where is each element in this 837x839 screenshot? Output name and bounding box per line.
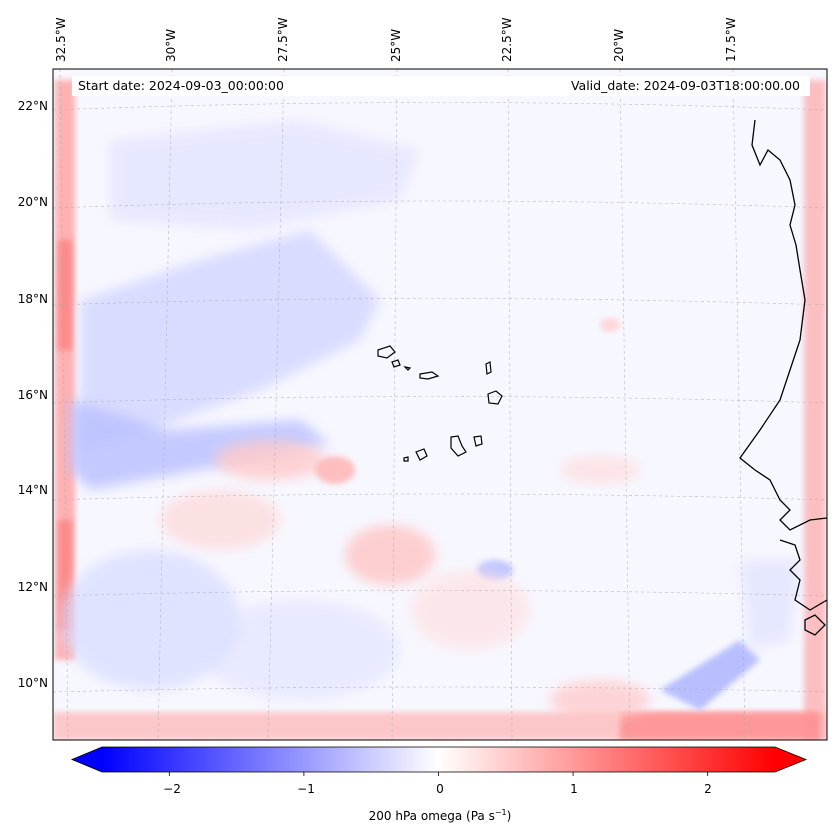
- lon-label-32-5w: 32.5°W: [54, 17, 68, 62]
- colorbar: [70, 746, 808, 776]
- colorbar-tick-label: 0: [436, 782, 444, 796]
- lat-label-12n: 12°N: [17, 580, 48, 594]
- colorbar-title-text: 200 hPa omega (Pa s: [368, 809, 495, 823]
- gridlines: [53, 69, 827, 740]
- colorbar-title-close: ): [506, 809, 512, 823]
- colorbar-title-exponent: −1: [494, 808, 507, 817]
- valid-date-label: Valid_date: 2024-09-03T18:00:00.00: [570, 78, 800, 93]
- lat-label-18n: 18°N: [17, 292, 48, 306]
- lon-label-27-5w: 27.5°W: [276, 17, 290, 62]
- map-frame: [52, 68, 828, 741]
- colorbar-title: 200 hPa omega (Pa s−1): [0, 808, 837, 823]
- lon-label-17-5w: 17.5°W: [724, 17, 738, 62]
- colorbar-tick-label: 1: [570, 782, 578, 796]
- colorbar-tick-label: 2: [704, 782, 712, 796]
- colorbar-tick-label: −2: [163, 782, 181, 796]
- lon-label-30w: 30°W: [164, 28, 178, 62]
- colorbar-tick-label: −1: [297, 782, 315, 796]
- cabo-verde-islands: [377, 345, 503, 462]
- lon-label-22-5w: 22.5°W: [500, 17, 514, 62]
- coastline: [739, 119, 827, 636]
- lat-label-22n: 22°N: [17, 99, 48, 113]
- lat-label-10n: 10°N: [17, 676, 48, 690]
- lat-label-16n: 16°N: [17, 388, 48, 402]
- lon-label-25w: 25°W: [389, 28, 403, 62]
- start-date-label: Start date: 2024-09-03_00:00:00: [78, 78, 284, 93]
- lat-label-14n: 14°N: [17, 483, 48, 497]
- lat-label-20n: 20°N: [17, 195, 48, 209]
- omega-field: [53, 69, 827, 740]
- date-header-box: [72, 76, 810, 96]
- lon-label-20w: 20°W: [612, 28, 626, 62]
